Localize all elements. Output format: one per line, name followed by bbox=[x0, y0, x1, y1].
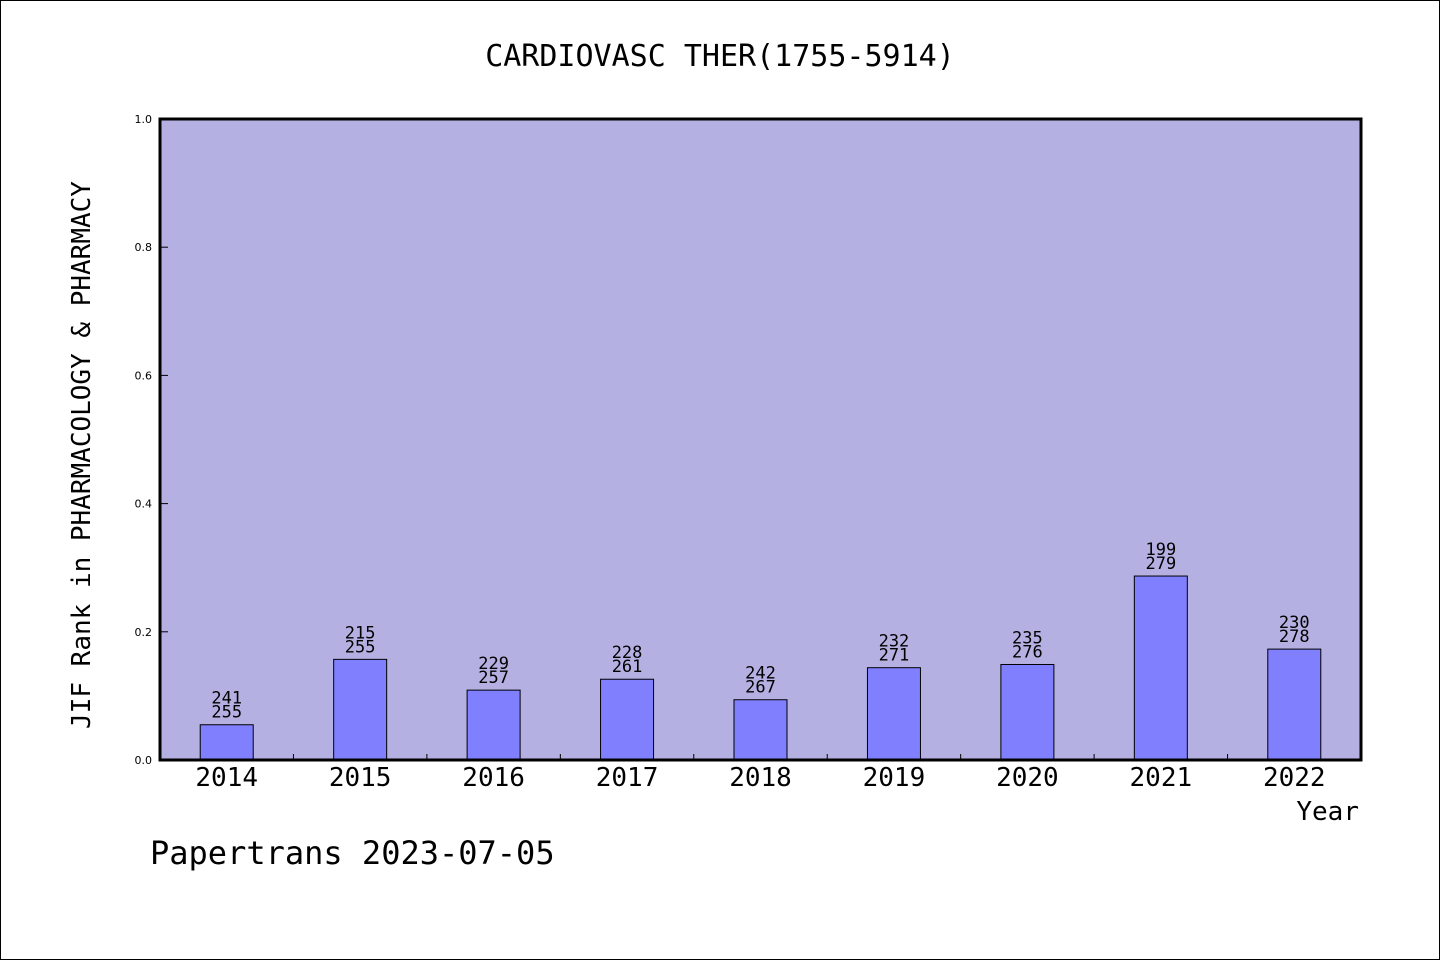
bar bbox=[733, 699, 788, 761]
chart-title: CARDIOVASC THER(1755-5914) bbox=[485, 39, 955, 74]
bar-total-label: 257 bbox=[478, 668, 509, 688]
bar bbox=[1000, 663, 1055, 761]
bar-rank-label: 241 bbox=[211, 689, 242, 709]
bar-total-label: 255 bbox=[211, 703, 242, 723]
bar bbox=[466, 689, 521, 761]
bar-rank-label: 242 bbox=[745, 664, 776, 684]
x-tick-label: 2020 bbox=[996, 763, 1059, 793]
y-axis-label: JIF Rank in PHARMACOLOGY & PHARMACY bbox=[67, 181, 97, 729]
y-tick-label: 0.6 bbox=[135, 369, 153, 382]
bar-total-label: 271 bbox=[879, 646, 910, 666]
x-tick-label: 2016 bbox=[462, 763, 525, 793]
x-tick-label: 2022 bbox=[1263, 763, 1326, 793]
plot-border bbox=[158, 117, 1363, 762]
bar-rank-label: 215 bbox=[345, 623, 376, 643]
bar-rank-label: 199 bbox=[1145, 540, 1176, 560]
bar-total-label: 276 bbox=[1012, 642, 1043, 662]
bar-total-label: 279 bbox=[1145, 554, 1176, 574]
bar-rank-label: 235 bbox=[1012, 628, 1043, 648]
y-tick-label: 0.0 bbox=[135, 754, 153, 767]
bar-total-label: 255 bbox=[345, 637, 376, 657]
bar-total-label: 278 bbox=[1279, 627, 1310, 647]
bar bbox=[600, 678, 655, 761]
bar bbox=[1133, 575, 1188, 761]
x-axis-label: Year bbox=[1296, 797, 1359, 827]
bar-total-label: 267 bbox=[745, 678, 776, 698]
bar-rank-label: 230 bbox=[1279, 613, 1310, 633]
x-tick-label: 2017 bbox=[596, 763, 659, 793]
bar-total-label: 261 bbox=[612, 657, 643, 677]
x-tick-label: 2021 bbox=[1130, 763, 1193, 793]
bar bbox=[199, 724, 254, 761]
x-tick-label: 2018 bbox=[729, 763, 792, 793]
bar bbox=[333, 658, 388, 761]
x-tick-label: 2015 bbox=[329, 763, 392, 793]
y-tick-label: 0.2 bbox=[135, 626, 153, 639]
x-axis: 2014 2015 2016 2017 2018 2019 2020 2021 2022 bbox=[195, 754, 1326, 793]
y-tick-label: 0.8 bbox=[135, 241, 153, 254]
bar bbox=[866, 667, 921, 761]
bar-rank-label: 228 bbox=[612, 643, 643, 663]
bar bbox=[1267, 648, 1322, 761]
y-axis: 0.0 0.2 0.4 0.6 0.8 1.0 bbox=[135, 113, 168, 767]
x-tick-label: 2014 bbox=[195, 763, 258, 793]
footer-watermark: Papertrans 2023-07-05 bbox=[150, 834, 555, 872]
x-tick-label: 2019 bbox=[863, 763, 926, 793]
bar-series bbox=[199, 575, 1322, 761]
bar-rank-label: 229 bbox=[478, 654, 509, 674]
bar-rank-label: 232 bbox=[879, 632, 910, 652]
y-tick-label: 1.0 bbox=[135, 113, 153, 126]
y-tick-label: 0.4 bbox=[135, 498, 153, 511]
